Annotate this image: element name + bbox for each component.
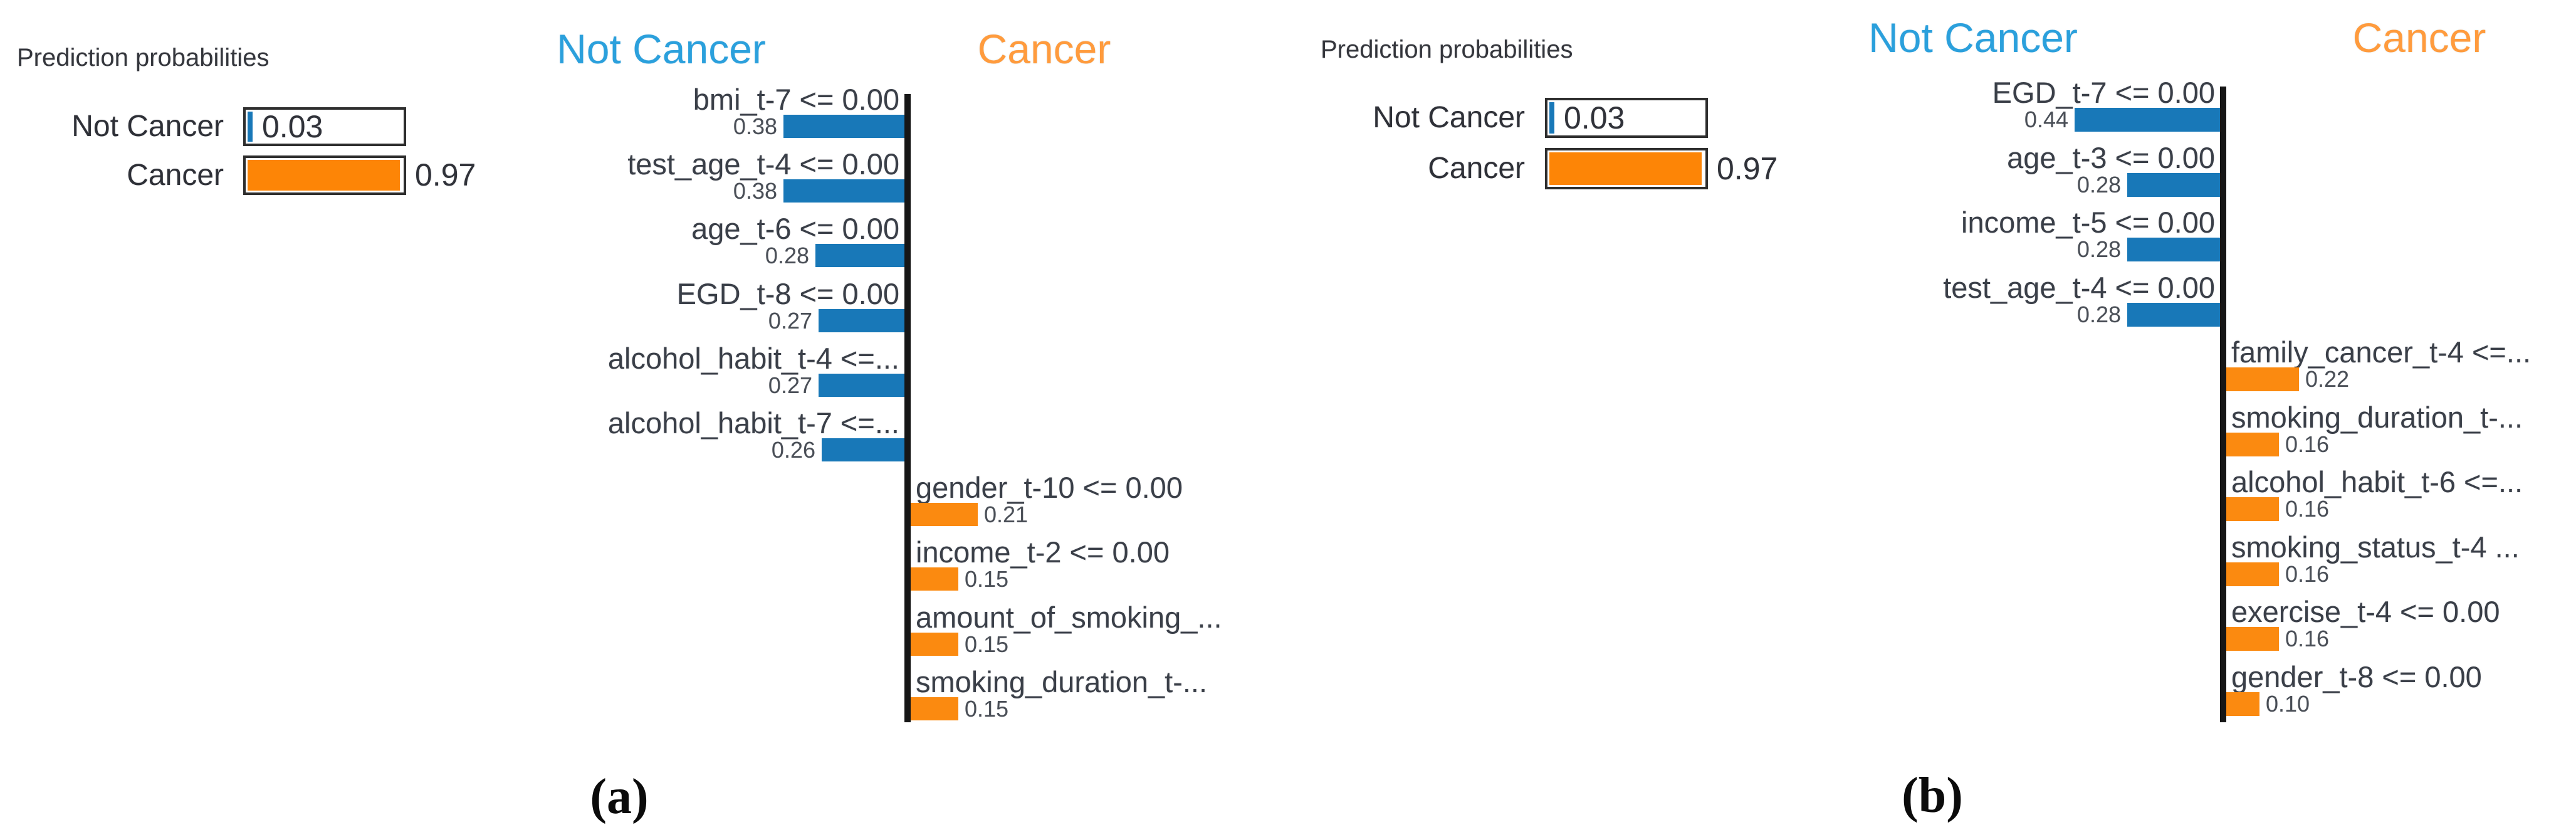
feature-weight-test-age-t-4-0-00: 0.38 bbox=[733, 178, 777, 204]
feature-weight-age-t-6-0-00: 0.28 bbox=[765, 243, 809, 268]
prob-class-label-not-cancer: Not Cancer bbox=[1373, 101, 1525, 134]
feature-bar-family-cancer-t-4 bbox=[2226, 367, 2299, 391]
prob-class-label-cancer: Cancer bbox=[127, 159, 224, 192]
feature-weight-income-t-2-0-00: 0.15 bbox=[965, 566, 1009, 592]
feature-bar-alcohol-habit-t-4 bbox=[819, 374, 904, 397]
feature-weight-amount-of-smoking: 0.15 bbox=[965, 631, 1009, 657]
prob-class-label-cancer: Cancer bbox=[1428, 152, 1525, 185]
feature-bar-egd-t-7-0-00 bbox=[2075, 108, 2220, 132]
feature-weight-alcohol-habit-t-6: 0.16 bbox=[2285, 496, 2330, 522]
prob-bar-fill-cancer bbox=[248, 160, 400, 191]
feature-label-income-t-2-0-00: income_t-2 <= 0.00 bbox=[916, 535, 1170, 569]
feature-bar-age-t-6-0-00 bbox=[815, 244, 904, 267]
explanation-header-cancer: Cancer bbox=[977, 26, 1111, 72]
feature-bar-amount-of-smoking bbox=[911, 633, 958, 656]
feature-label-exercise-t-4-0-00: exercise_t-4 <= 0.00 bbox=[2231, 595, 2500, 628]
feature-weight-smoking-status-t-4: 0.16 bbox=[2285, 561, 2330, 587]
feature-weight-egd-t-8-0-00: 0.27 bbox=[768, 308, 812, 334]
prob-bar-track-not-cancer bbox=[1545, 98, 1708, 138]
feature-bar-egd-t-8-0-00 bbox=[819, 309, 904, 332]
prob-value-cancer: 0.97 bbox=[415, 157, 476, 192]
feature-weight-smoking-duration-t: 0.15 bbox=[965, 696, 1009, 722]
feature-label-smoking-duration-t: smoking_duration_t-... bbox=[2231, 401, 2523, 434]
feature-label-amount-of-smoking: amount_of_smoking_... bbox=[916, 601, 1222, 634]
feature-label-gender-t-8-0-00: gender_t-8 <= 0.00 bbox=[2231, 660, 2482, 693]
feature-label-family-cancer-t-4: family_cancer_t-4 <=... bbox=[2231, 335, 2531, 369]
feature-bar-test-age-t-4-0-00 bbox=[2127, 303, 2220, 327]
feature-bar-income-t-2-0-00 bbox=[911, 567, 958, 591]
feature-weight-gender-t-10-0-00: 0.21 bbox=[984, 502, 1029, 527]
explanation-center-axis bbox=[904, 94, 911, 722]
feature-label-alcohol-habit-t-4: alcohol_habit_t-4 <=... bbox=[607, 342, 899, 375]
feature-bar-gender-t-8-0-00 bbox=[2226, 692, 2259, 716]
feature-bar-smoking-duration-t bbox=[911, 697, 958, 720]
prob-class-label-not-cancer: Not Cancer bbox=[71, 110, 224, 143]
feature-weight-exercise-t-4-0-00: 0.16 bbox=[2285, 626, 2330, 651]
feature-weight-alcohol-habit-t-7: 0.26 bbox=[771, 437, 815, 463]
feature-label-test-age-t-4-0-00: test_age_t-4 <= 0.00 bbox=[1943, 271, 2215, 304]
prob-bar-fill-not-cancer bbox=[1549, 102, 1554, 134]
feature-bar-test-age-t-4-0-00 bbox=[783, 179, 904, 203]
feature-label-smoking-duration-t: smoking_duration_t-... bbox=[916, 665, 1208, 698]
feature-label-alcohol-habit-t-6: alcohol_habit_t-6 <=... bbox=[2231, 465, 2523, 498]
feature-weight-bmi-t-7-0-00: 0.38 bbox=[733, 113, 777, 139]
feature-bar-gender-t-10-0-00 bbox=[911, 503, 978, 526]
explanation-center-axis bbox=[2220, 87, 2226, 722]
feature-label-age-t-3-0-00: age_t-3 <= 0.00 bbox=[2007, 141, 2215, 174]
feature-label-income-t-5-0-00: income_t-5 <= 0.00 bbox=[1961, 206, 2215, 239]
feature-bar-age-t-3-0-00 bbox=[2127, 173, 2220, 197]
feature-label-gender-t-10-0-00: gender_t-10 <= 0.00 bbox=[916, 471, 1183, 504]
feature-weight-alcohol-habit-t-4: 0.27 bbox=[768, 372, 812, 398]
feature-label-egd-t-7-0-00: EGD_t-7 <= 0.00 bbox=[1992, 76, 2215, 109]
feature-bar-alcohol-habit-t-6 bbox=[2226, 497, 2279, 521]
prob-bar-fill-not-cancer bbox=[248, 112, 253, 142]
prob-bar-track-cancer bbox=[1545, 148, 1708, 189]
prob-value-not-cancer: 0.03 bbox=[1564, 100, 1625, 135]
feature-weight-test-age-t-4-0-00: 0.28 bbox=[2076, 302, 2121, 327]
feature-label-bmi-t-7-0-00: bmi_t-7 <= 0.00 bbox=[693, 83, 899, 116]
feature-label-test-age-t-4-0-00: test_age_t-4 <= 0.00 bbox=[627, 147, 899, 181]
panel-a-caption: (a) bbox=[590, 769, 649, 824]
prob-bar-fill-cancer bbox=[1549, 152, 1702, 185]
prediction-probabilities-title: Prediction probabilities bbox=[1321, 36, 1573, 63]
feature-bar-smoking-status-t-4 bbox=[2226, 562, 2279, 586]
feature-label-alcohol-habit-t-7: alcohol_habit_t-7 <=... bbox=[607, 406, 899, 440]
feature-weight-age-t-3-0-00: 0.28 bbox=[2076, 172, 2121, 197]
prediction-probabilities-title: Prediction probabilities bbox=[17, 44, 270, 71]
feature-weight-egd-t-7-0-00: 0.44 bbox=[2024, 107, 2068, 132]
feature-label-age-t-6-0-00: age_t-6 <= 0.00 bbox=[691, 212, 899, 245]
explanation-header-cancer: Cancer bbox=[2352, 14, 2486, 61]
feature-weight-smoking-duration-t: 0.16 bbox=[2285, 431, 2330, 457]
panel-b-caption: (b) bbox=[1902, 768, 1963, 823]
feature-label-smoking-status-t-4: smoking_status_t-4 ... bbox=[2231, 530, 2520, 564]
prob-value-cancer: 0.97 bbox=[1717, 151, 1778, 186]
prob-bar-track-cancer bbox=[243, 155, 406, 195]
feature-bar-bmi-t-7-0-00 bbox=[783, 115, 904, 138]
feature-bar-income-t-5-0-00 bbox=[2127, 238, 2220, 261]
feature-weight-family-cancer-t-4: 0.22 bbox=[2305, 366, 2350, 392]
feature-weight-income-t-5-0-00: 0.28 bbox=[2076, 236, 2121, 262]
explanation-header-not-cancer: Not Cancer bbox=[1868, 14, 2078, 61]
feature-weight-gender-t-8-0-00: 0.10 bbox=[2266, 691, 2310, 717]
prob-bar-track-not-cancer bbox=[243, 107, 406, 146]
explanation-header-not-cancer: Not Cancer bbox=[557, 26, 766, 72]
feature-label-egd-t-8-0-00: EGD_t-8 <= 0.00 bbox=[676, 277, 899, 310]
feature-bar-alcohol-habit-t-7 bbox=[822, 438, 904, 461]
prob-value-not-cancer: 0.03 bbox=[262, 109, 323, 144]
feature-bar-exercise-t-4-0-00 bbox=[2226, 627, 2279, 651]
feature-bar-smoking-duration-t bbox=[2226, 433, 2279, 456]
